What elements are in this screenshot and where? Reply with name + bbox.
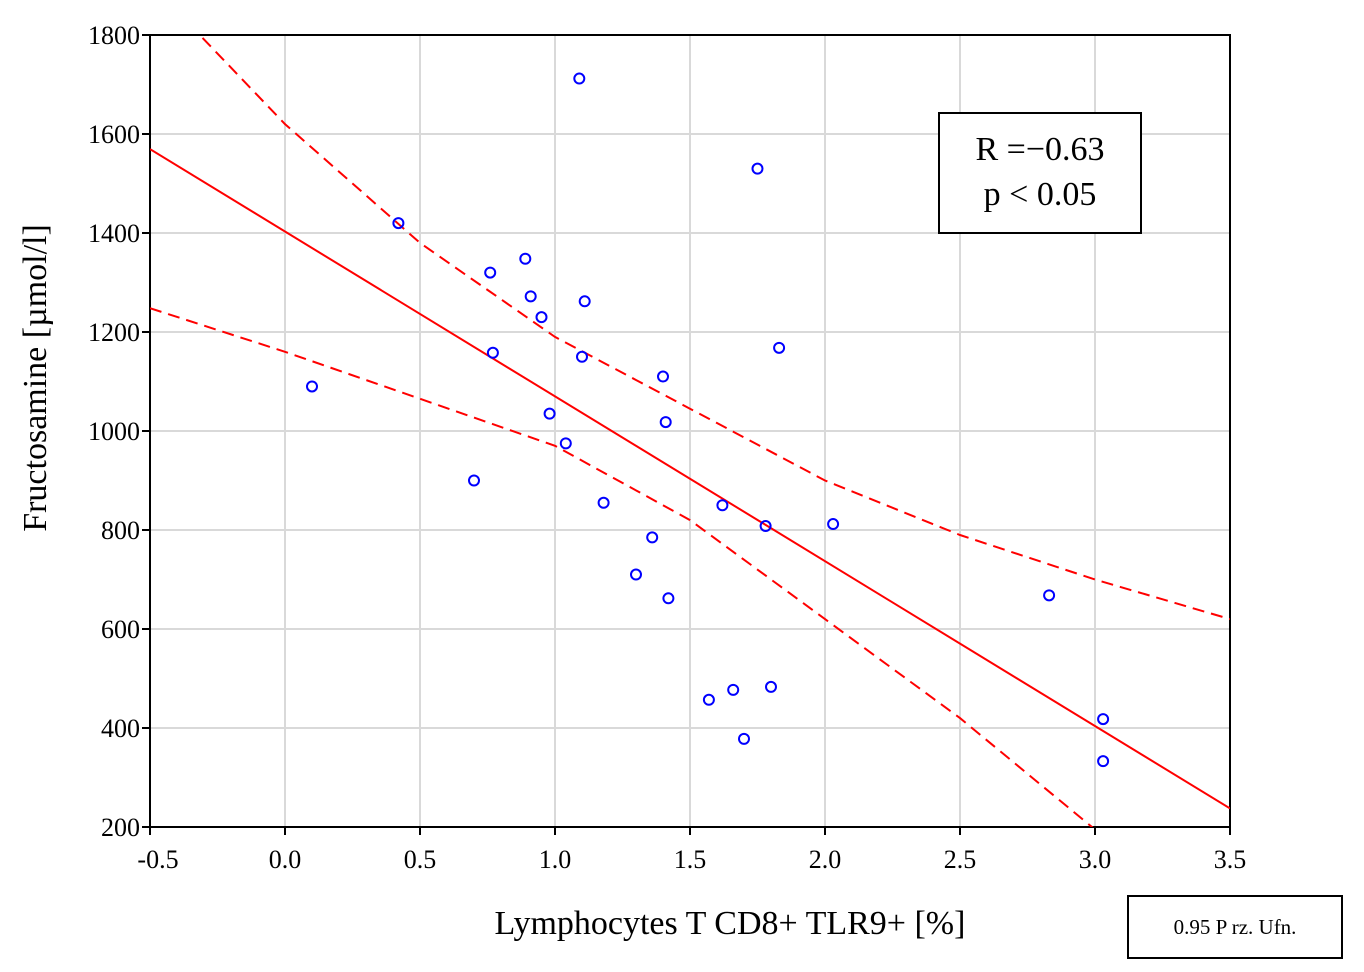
y-tick-label: 1200 xyxy=(88,318,140,347)
data-point xyxy=(716,499,729,512)
y-axis-title: Fructosamine [µmol/l] xyxy=(17,224,54,532)
data-point xyxy=(702,693,715,706)
y-tick-label: 1600 xyxy=(88,120,140,149)
x-axis-ticks: -0.5 0.0 0.5 1.0 1.5 2.0 2.5 3.0 3.5 xyxy=(137,827,1246,874)
data-point xyxy=(657,370,669,383)
legend-label: 0.95 P rz. Ufn. xyxy=(1174,915,1297,939)
legend-box: 0.95 P rz. Ufn. xyxy=(1127,895,1343,959)
y-tick-label: 600 xyxy=(101,615,140,644)
data-point xyxy=(468,474,480,487)
y-tick-label: 1400 xyxy=(88,219,140,248)
data-point xyxy=(738,732,750,745)
data-point xyxy=(765,680,777,693)
data-point xyxy=(392,217,405,230)
data-point xyxy=(486,346,499,359)
data-point xyxy=(573,72,586,85)
x-tick-label: 0.0 xyxy=(269,845,302,874)
y-tick-label: 800 xyxy=(101,516,140,545)
correlation-coefficient-label: R =−0.63 xyxy=(975,131,1104,168)
data-point xyxy=(1097,755,1110,768)
y-tick-label: 1000 xyxy=(88,417,140,446)
x-tick-label: 2.0 xyxy=(809,845,842,874)
y-tick-label: 200 xyxy=(101,813,140,842)
data-point xyxy=(759,520,772,533)
data-point xyxy=(578,295,591,308)
y-tick-label: 400 xyxy=(101,714,140,743)
y-tick-label: 1800 xyxy=(88,21,140,50)
data-point xyxy=(773,341,786,354)
data-point xyxy=(827,518,840,531)
x-tick-label: 1.0 xyxy=(539,845,572,874)
data-point xyxy=(576,350,588,363)
data-point xyxy=(306,380,318,393)
x-tick-label: 3.5 xyxy=(1214,845,1247,874)
x-axis-title: Lymphocytes T CD8+ TLR9+ [%] xyxy=(495,905,966,942)
x-tick-label: -0.5 xyxy=(137,845,178,874)
upper-confidence-band xyxy=(198,35,1230,621)
x-tick-label: 1.5 xyxy=(674,845,707,874)
confidence-bands xyxy=(150,35,1230,827)
data-point xyxy=(1043,589,1056,602)
x-tick-label: 0.5 xyxy=(404,845,437,874)
data-point xyxy=(535,311,548,324)
data-point xyxy=(524,290,537,303)
data-point xyxy=(559,437,572,450)
y-axis-ticks: 200 400 600 800 1000 1200 1400 1600 1800 xyxy=(88,21,150,842)
lower-confidence-band xyxy=(150,307,1094,827)
data-point xyxy=(597,496,610,509)
data-point xyxy=(646,531,659,544)
data-point xyxy=(1097,713,1110,726)
p-value-label: p < 0.05 xyxy=(984,176,1097,213)
x-tick-label: 3.0 xyxy=(1079,845,1112,874)
data-point xyxy=(543,407,556,420)
x-tick-label: 2.5 xyxy=(944,845,977,874)
regression-line-group xyxy=(150,148,1230,810)
regression-line xyxy=(150,148,1230,810)
data-point xyxy=(630,568,642,581)
data-point xyxy=(727,683,740,696)
data-point xyxy=(662,592,675,605)
data-points xyxy=(306,72,1110,768)
data-point xyxy=(659,416,672,429)
data-point xyxy=(484,266,497,279)
data-point xyxy=(751,162,764,175)
data-point xyxy=(519,252,532,265)
statistics-annotation-box: R =−0.63 p < 0.05 xyxy=(938,112,1142,234)
